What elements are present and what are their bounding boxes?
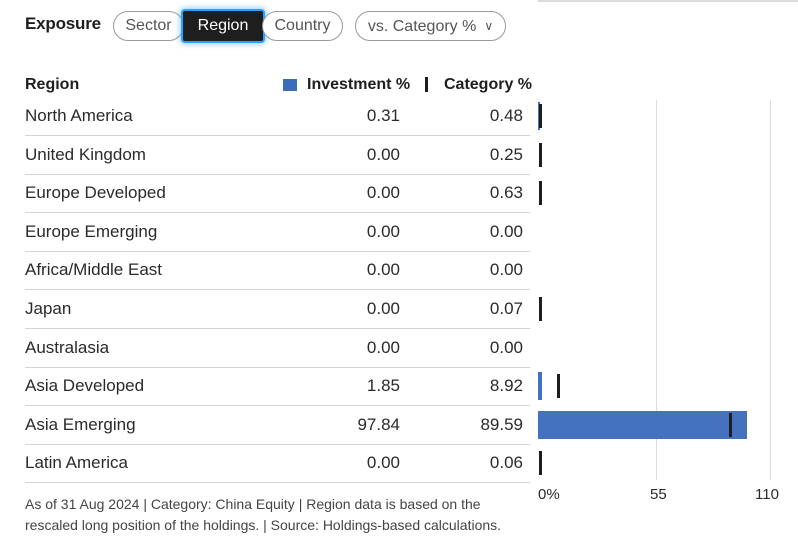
- table-row: Europe Developed 0.00 0.63: [25, 174, 530, 214]
- category-marker: [539, 181, 543, 206]
- investment-value: 1.85: [366, 376, 400, 396]
- region-name: Australasia: [25, 337, 110, 357]
- category-value: 0.00: [489, 260, 523, 280]
- x-tick-label: 55: [650, 486, 667, 503]
- investment-value: 0.00: [366, 337, 400, 357]
- investment-bar: [538, 102, 540, 130]
- region-name: Asia Emerging: [25, 414, 136, 434]
- investment-value: 97.84: [357, 414, 400, 434]
- category-marker: [557, 374, 561, 399]
- table-row: Latin America 0.00 0.06: [25, 444, 530, 484]
- region-name: Europe Developed: [25, 183, 166, 203]
- investment-value: 0.00: [366, 183, 400, 203]
- gridline-55: [655, 100, 657, 480]
- table-row: Asia Developed 1.85 8.92: [25, 367, 530, 407]
- region-name: Japan: [25, 299, 72, 318]
- region-name: Asia Developed: [25, 376, 145, 396]
- x-tick-label: 0%: [538, 486, 560, 503]
- investment-value: 0.00: [366, 299, 400, 318]
- column-header-region: Region: [25, 76, 80, 93]
- category-marker: [539, 451, 542, 476]
- x-tick-label: 110: [755, 486, 779, 503]
- category-value: 0.06: [489, 453, 523, 473]
- comparison-dropdown[interactable]: vs. Category % ∨: [355, 11, 506, 41]
- tab-region[interactable]: Region: [183, 11, 263, 41]
- investment-value: 0.00: [366, 260, 400, 280]
- category-value: 0.63: [489, 183, 523, 203]
- investment-value: 0.31: [366, 106, 400, 125]
- footnote: As of 31 Aug 2024 | Category: China Equi…: [25, 496, 502, 533]
- category-value: 0.25: [489, 144, 523, 164]
- category-value: 8.92: [489, 376, 523, 396]
- chevron-down-icon: ∨: [484, 19, 494, 33]
- investment-value: 0.00: [366, 144, 400, 164]
- investment-value: 0.00: [366, 453, 400, 473]
- tab-country[interactable]: Country: [262, 11, 343, 41]
- category-marker: [729, 412, 733, 437]
- region-name: Africa/Middle East: [25, 260, 162, 280]
- table-row: Asia Emerging 97.84 89.59: [25, 406, 530, 445]
- category-marker: [539, 142, 542, 167]
- table-row: Australasia 0.00 0.00: [25, 329, 530, 368]
- section-title: Exposure: [25, 14, 101, 33]
- region-name: Latin America: [25, 453, 128, 473]
- table-row: Japan 0.00 0.07: [25, 290, 530, 329]
- table-row: Europe Emerging 0.00 0.00: [25, 213, 530, 252]
- column-header-category: Category %: [444, 76, 533, 93]
- category-value: 0.00: [489, 337, 523, 357]
- category-value: 0.00: [489, 221, 523, 241]
- comparison-dropdown-label: vs. Category %: [367, 18, 477, 35]
- investment-bar: [538, 410, 748, 439]
- category-value: 0.48: [489, 106, 523, 125]
- region-name: North America: [25, 106, 133, 125]
- exposure-bar-chart: [538, 100, 798, 480]
- tab-sector[interactable]: Sector: [113, 11, 184, 41]
- category-legend-marker: [425, 77, 428, 92]
- gridline-110: [770, 100, 771, 480]
- column-header-investment: Investment %: [307, 76, 411, 93]
- region-name: United Kingdom: [25, 144, 146, 164]
- investment-bar: [538, 372, 542, 401]
- top-divider: [538, 0, 798, 2]
- category-value: 0.07: [489, 299, 523, 318]
- category-marker: [539, 297, 542, 321]
- category-marker: [539, 104, 543, 128]
- table-row: Africa/Middle East 0.00 0.00: [25, 251, 530, 291]
- category-value: 89.59: [480, 414, 523, 434]
- table-row: United Kingdom 0.00 0.25: [25, 136, 530, 175]
- investment-legend-swatch: [283, 79, 297, 91]
- region-name: Europe Emerging: [25, 221, 158, 241]
- table-row: North America 0.31 0.48: [25, 97, 530, 136]
- investment-value: 0.00: [366, 221, 400, 241]
